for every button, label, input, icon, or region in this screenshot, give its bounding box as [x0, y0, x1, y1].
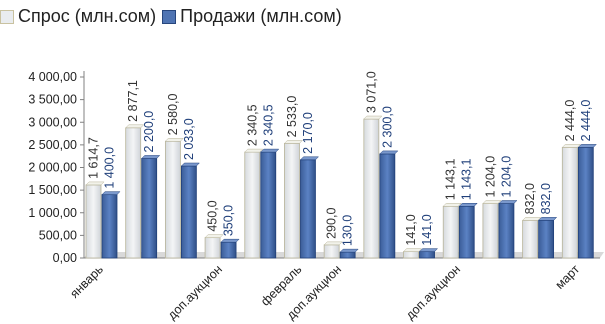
y-tick-label: 3 500,00 [28, 93, 77, 107]
bar-sales [339, 251, 356, 259]
data-label-demand: 290,0 [325, 208, 339, 239]
bar-demand-top [244, 148, 264, 153]
bar-demand-top [482, 200, 502, 204]
bar-sales-top [101, 191, 121, 195]
legend-swatch-demand [0, 9, 14, 24]
bar-demand [482, 203, 499, 259]
data-label-demand: 450,0 [206, 200, 220, 231]
y-tick-label: 4 000,00 [28, 70, 77, 84]
bar-demand [204, 237, 221, 259]
data-label-sales: 832,0 [539, 183, 553, 214]
bar-sales [260, 151, 277, 259]
y-tick-label: 2 500,00 [28, 138, 77, 152]
data-label-demand: 2 340,5 [245, 104, 259, 146]
bar-demand-top [283, 140, 304, 144]
legend-item-sales: Продажи (млн.сом) [162, 6, 342, 27]
bar-demand [442, 205, 459, 259]
bar-sales-top [220, 238, 240, 243]
bar-demand-top [522, 217, 542, 221]
legend-label-sales: Продажи (млн.сом) [180, 6, 342, 26]
bar-sales [300, 159, 316, 259]
data-label-sales: 1 143,1 [460, 159, 474, 201]
legend-label-demand: Спрос (млн.сом) [18, 6, 157, 26]
bar-demand [125, 127, 142, 259]
data-label-demand: 3 071,0 [364, 71, 378, 113]
bar-sales-top [418, 248, 439, 252]
bar-demand [164, 140, 181, 259]
bar-demand [323, 244, 340, 259]
bar-sales [419, 251, 435, 259]
y-tick-label: 1 500,00 [28, 183, 77, 197]
bar-demand-top [442, 203, 462, 207]
bar-sales-top [339, 248, 359, 253]
data-label-sales: 2 200,0 [142, 111, 156, 153]
bar-sales [498, 203, 515, 259]
bar-sales-top [260, 148, 280, 153]
y-tick-label: 500,00 [39, 228, 77, 242]
data-label-demand: 2 533,0 [285, 96, 299, 138]
bar-sales [220, 241, 237, 259]
x-tick-label: январь [67, 262, 106, 301]
data-label-demand: 2 877,1 [126, 80, 140, 122]
bar-sales-top [299, 156, 320, 161]
bar-sales [379, 153, 396, 259]
bar-sales [577, 147, 594, 259]
bar-sales-top [498, 200, 518, 204]
data-label-sales: 1 400,0 [103, 147, 117, 189]
data-label-demand: 2 580,0 [166, 94, 180, 136]
bar-demand-top [402, 248, 423, 252]
bar-demand-top [164, 138, 184, 142]
data-label-sales: 2 033,0 [182, 118, 196, 160]
bar-sales [141, 158, 158, 259]
bar-sales-top [141, 155, 161, 159]
data-label-sales: 2 444,0 [579, 100, 593, 142]
bar-sales-top [379, 150, 399, 155]
bar-demand [244, 151, 261, 259]
bar-sales-top [180, 162, 200, 167]
bar-demand-top [323, 241, 343, 246]
bar-demand-top [363, 115, 383, 120]
data-label-sales: 2 300,0 [380, 106, 394, 148]
bar-sales-top [538, 217, 558, 221]
x-tick-label: март [553, 262, 583, 292]
data-label-sales: 2 340,5 [261, 104, 275, 146]
bar-sales [180, 165, 197, 259]
data-label-sales: 350,0 [222, 205, 236, 236]
bar-demand [363, 118, 380, 259]
data-label-demand: 1 614,7 [87, 137, 101, 179]
legend-swatch-sales [162, 9, 177, 24]
bar-demand [522, 219, 539, 259]
bar-demand [561, 147, 578, 259]
bar-demand [284, 142, 300, 259]
y-tick-label: 1 000,00 [28, 206, 77, 220]
data-label-demand: 1 143,1 [444, 159, 458, 201]
x-tick-label: доп.аукцион [165, 262, 225, 322]
bar-demand [403, 251, 419, 259]
x-tick-label: доп.аукцион [403, 262, 463, 322]
data-label-sales: 141,0 [420, 214, 434, 245]
data-label-sales: 2 170,0 [301, 112, 315, 154]
bar-demand-top [204, 234, 224, 238]
y-tick-label: 3 000,00 [28, 115, 77, 129]
bar-demand-top [85, 181, 105, 186]
bar-sales [458, 205, 475, 259]
data-label-sales: 1 204,0 [499, 156, 513, 198]
data-label-demand: 141,0 [404, 214, 418, 245]
bar-demand [85, 184, 102, 259]
bar-sales-top [577, 144, 597, 148]
data-label-demand: 2 444,0 [563, 100, 577, 142]
bar-sales-top [458, 203, 478, 207]
data-label-sales: 130,0 [341, 215, 355, 246]
data-label-demand: 832,0 [523, 183, 537, 214]
legend: Спрос (млн.сом) Продажи (млн.сом) [0, 6, 342, 27]
bar-demand-top [561, 144, 581, 148]
bar-sales [101, 194, 118, 259]
legend-item-demand: Спрос (млн.сом) [0, 6, 156, 27]
bar-demand-top [125, 124, 145, 129]
data-label-demand: 1 204,0 [483, 156, 497, 198]
bar-sales [538, 219, 555, 259]
y-tick-label: 2 000,00 [28, 161, 77, 175]
y-tick-label: 0,00 [53, 251, 77, 265]
